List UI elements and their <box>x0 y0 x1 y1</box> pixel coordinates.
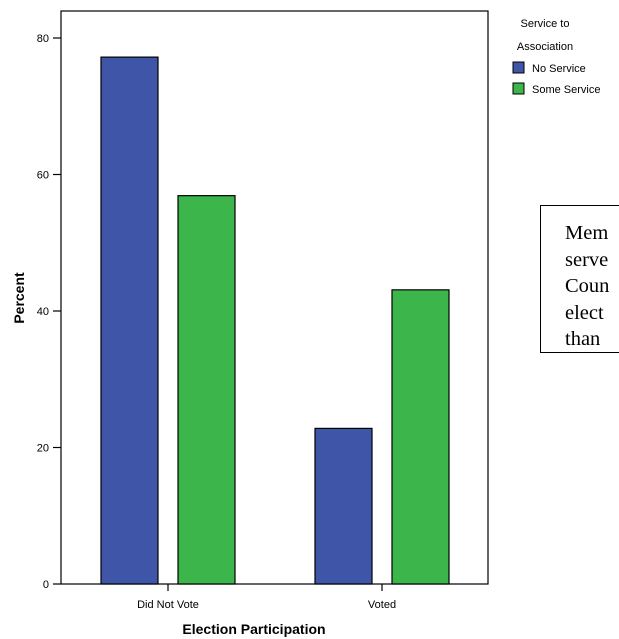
x-axis-label: Election Participation <box>182 621 325 637</box>
y-tick-label: 80 <box>37 33 49 45</box>
legend-swatch <box>512 82 525 95</box>
bar-some-service-did-not-vote <box>177 195 236 585</box>
legend-title-line2: Association <box>517 41 573 53</box>
legend: Service to Association No Service Some Se… <box>512 18 600 96</box>
legend-swatch <box>512 61 525 74</box>
bar-some-service-voted <box>391 289 450 585</box>
x-tick-label: Voted <box>368 599 396 611</box>
y-tick-label: 20 <box>37 443 49 455</box>
plot-frame <box>60 10 489 585</box>
x-tick-label: Did Not Vote <box>137 599 199 611</box>
bars <box>100 56 450 585</box>
y-tick-label: 0 <box>43 579 49 591</box>
annotation-text: Mem serve Coun elect than Asso <box>565 222 610 350</box>
bar-no-service-voted <box>314 427 373 585</box>
legend-entry-label: No Service <box>532 63 586 75</box>
y-axis: 0 20 40 60 80 <box>37 33 61 591</box>
x-axis: Did Not Vote Voted <box>137 584 396 611</box>
y-tick-label: 40 <box>37 306 49 318</box>
legend-title-line1: Service to <box>521 18 570 30</box>
y-axis-label: Percent <box>11 272 27 324</box>
annotation-box: Mem serve Coun elect than Asso <box>540 205 619 353</box>
legend-entry-label: Some Service <box>532 84 600 96</box>
bar-no-service-did-not-vote <box>100 56 159 585</box>
y-tick-label: 60 <box>37 170 49 182</box>
